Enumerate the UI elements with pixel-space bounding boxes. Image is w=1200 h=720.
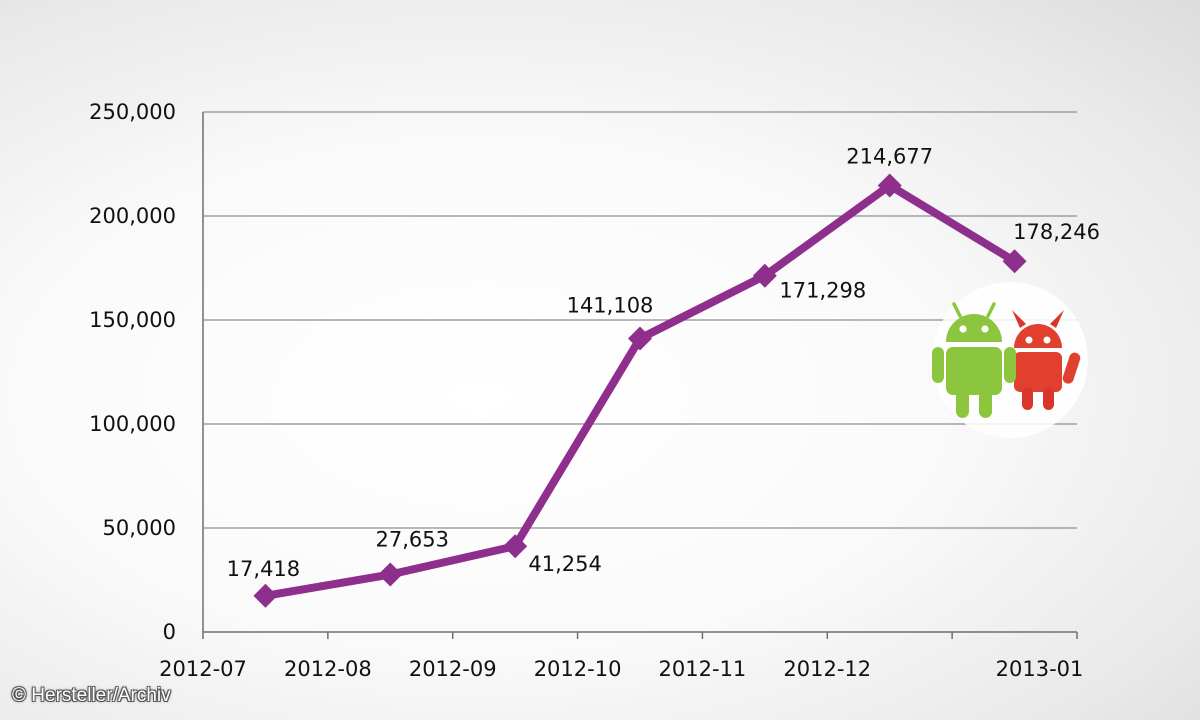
data-point-marker <box>503 534 528 559</box>
y-tick-label: 100,000 <box>89 412 176 436</box>
data-point-marker <box>752 263 777 288</box>
x-tick-label: 2012-12 <box>783 657 871 681</box>
android-malware-icon <box>932 282 1088 438</box>
x-tick-label: 2012-10 <box>534 657 622 681</box>
x-tick-label: 2013-01 <box>996 657 1084 681</box>
image-credit: © Hersteller/Archiv <box>12 685 171 706</box>
data-point-marker <box>1002 249 1027 274</box>
data-point-marker <box>253 583 278 608</box>
series <box>253 173 1027 608</box>
data-label: 178,246 <box>1013 220 1100 244</box>
data-label: 141,108 <box>567 293 654 317</box>
gridlines <box>203 111 1077 529</box>
data-point-marker <box>378 562 403 587</box>
axes <box>202 112 1078 639</box>
data-label: 17,418 <box>227 557 300 581</box>
y-tick-label: 50,000 <box>103 516 176 540</box>
y-tick-label: 200,000 <box>89 204 176 228</box>
data-label: 41,254 <box>528 552 601 576</box>
x-tick-label: 2012-08 <box>284 657 372 681</box>
data-point-marker <box>877 173 902 198</box>
y-axis-ticks: 0 50,000 100,000 150,000 200,000 250,000 <box>89 100 176 644</box>
data-label: 27,653 <box>376 527 449 551</box>
data-label: 171,298 <box>779 279 866 303</box>
data-point-marker <box>628 326 652 351</box>
y-tick-label: 0 <box>163 620 176 644</box>
y-tick-label: 150,000 <box>89 308 176 332</box>
x-tick-label: 2012-11 <box>659 657 747 681</box>
data-label: 214,677 <box>846 144 933 168</box>
x-tick-label: 2012-07 <box>159 657 247 681</box>
x-tick-label: 2012-09 <box>409 657 497 681</box>
y-tick-label: 250,000 <box>89 100 176 124</box>
x-axis-ticks: 2012-07 2012-08 2012-09 2012-10 2012-11 2012-… <box>159 657 1083 681</box>
data-labels: 17,418 27,653 41,254 141,108 171,298 214,677 1… <box>227 144 1100 580</box>
